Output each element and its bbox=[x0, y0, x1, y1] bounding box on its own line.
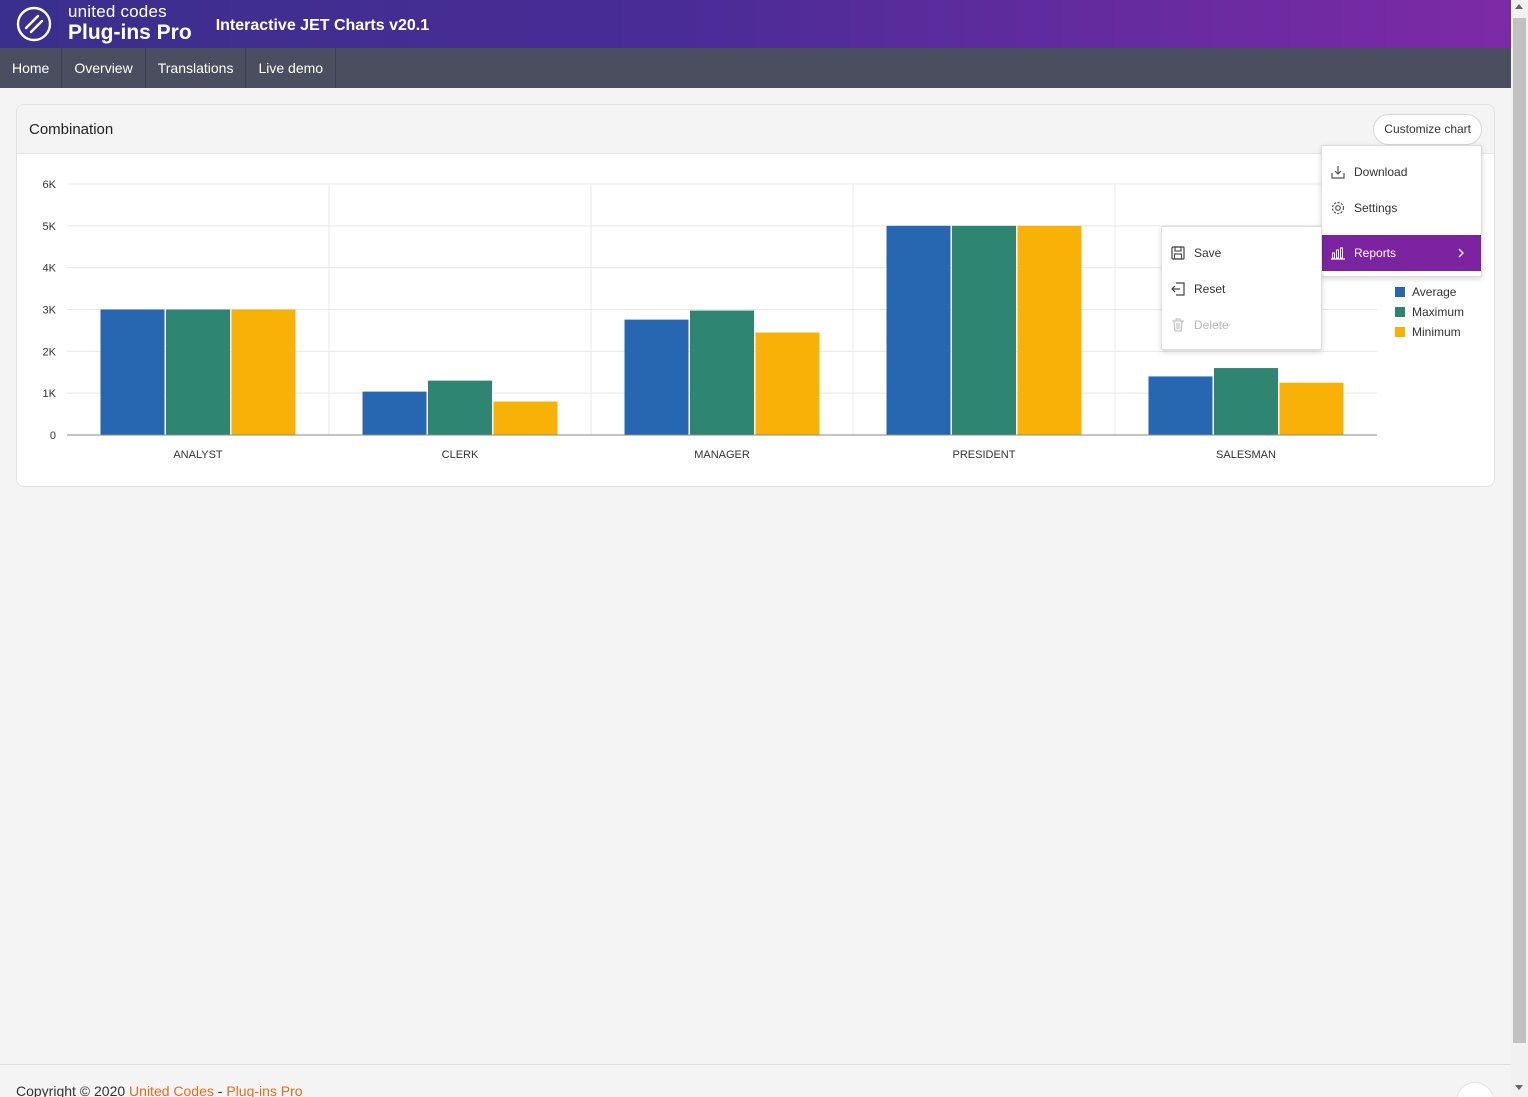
footer-separator: - bbox=[213, 1083, 227, 1097]
gear-icon bbox=[1331, 201, 1345, 215]
bar-maximum bbox=[690, 310, 754, 435]
bar-minimum bbox=[1017, 225, 1082, 435]
x-tick-label: SALESMAN bbox=[1216, 449, 1276, 461]
bar-maximum bbox=[1214, 368, 1278, 435]
submenu-item-label: Save bbox=[1194, 246, 1222, 260]
y-tick-label: 4K bbox=[43, 263, 57, 275]
legend-label: Average bbox=[1412, 285, 1457, 299]
bar-maximum bbox=[428, 380, 492, 435]
submenu-item-label: Reset bbox=[1194, 282, 1226, 296]
brand[interactable]: united codes Plug-ins Pro bbox=[68, 2, 192, 44]
menu-item-settings[interactable]: Settings bbox=[1322, 190, 1481, 226]
app-header: united codes Plug-ins Pro Interactive JE… bbox=[0, 0, 1511, 48]
nav-translations[interactable]: Translations bbox=[146, 48, 247, 88]
legend-label: Minimum bbox=[1412, 325, 1461, 339]
y-tick-label: 5K bbox=[43, 221, 57, 233]
united-codes-logo-icon[interactable] bbox=[16, 6, 52, 42]
menu-item-download[interactable]: Download bbox=[1322, 154, 1481, 190]
submenu-item-save[interactable]: Save bbox=[1162, 235, 1321, 271]
y-tick-label: 6K bbox=[43, 179, 57, 191]
legend-item-minimum[interactable]: Minimum bbox=[1395, 325, 1461, 339]
legend-swatch bbox=[1395, 307, 1405, 317]
legend-item-average[interactable]: Average bbox=[1395, 285, 1456, 299]
bar-maximum bbox=[166, 309, 230, 435]
chevron-right-icon bbox=[1458, 248, 1464, 258]
nav-home[interactable]: Home bbox=[0, 48, 63, 88]
scroll-up-icon[interactable] bbox=[1515, 4, 1523, 9]
nav-live-demo[interactable]: Live demo bbox=[246, 48, 337, 88]
x-tick-label: ANALYST bbox=[173, 449, 223, 461]
united-codes-link[interactable]: United Codes bbox=[129, 1083, 214, 1097]
submenu-item-label: Delete bbox=[1194, 318, 1229, 332]
menu-item-label: Download bbox=[1354, 165, 1408, 179]
y-tick-label: 2K bbox=[43, 346, 57, 358]
brand-small: united codes bbox=[68, 2, 167, 21]
bar-minimum bbox=[493, 401, 558, 435]
bar-minimum bbox=[1279, 382, 1344, 435]
bar-maximum bbox=[952, 225, 1016, 435]
reports-submenu: Save Reset Delete bbox=[1161, 226, 1322, 350]
scrollbar-thumb[interactable] bbox=[1513, 18, 1526, 1043]
trash-icon bbox=[1172, 318, 1184, 332]
bar-chart-icon bbox=[1331, 247, 1345, 260]
bar-minimum bbox=[755, 332, 820, 435]
x-tick-label: PRESIDENT bbox=[953, 449, 1016, 461]
y-tick-label: 3K bbox=[43, 305, 57, 317]
bar-average bbox=[624, 319, 689, 435]
submenu-item-delete[interactable]: Delete bbox=[1162, 307, 1321, 343]
bar-average bbox=[1148, 376, 1213, 435]
y-tick-label: 0 bbox=[50, 430, 56, 442]
download-icon bbox=[1331, 166, 1345, 179]
combination-chart: 0 1K 2K 3K 4K 5K 6K ANALYST CLERK MANAGER PRESIDEN… bbox=[43, 179, 1377, 461]
page-footer: Copyright © 2020 United Codes - Plug-ins… bbox=[0, 1064, 1511, 1097]
customize-chart-button[interactable]: Customize chart bbox=[1373, 114, 1482, 145]
legend-swatch bbox=[1395, 327, 1405, 337]
submenu-item-reset[interactable]: Reset bbox=[1162, 271, 1321, 307]
card-title: Combination bbox=[29, 121, 114, 138]
plug-ins-pro-link[interactable]: Plug-ins Pro bbox=[226, 1083, 303, 1097]
brand-big: Plug-ins Pro bbox=[68, 21, 192, 44]
bar-average bbox=[886, 225, 951, 435]
save-icon bbox=[1171, 246, 1185, 260]
legend-label: Maximum bbox=[1412, 305, 1465, 319]
card-header: Combination Customize chart bbox=[17, 105, 1494, 154]
bar-average bbox=[100, 309, 165, 435]
legend-swatch bbox=[1395, 287, 1405, 297]
copyright-text: Copyright © 2020 United Codes - Plug-ins… bbox=[16, 1083, 303, 1097]
scroll-down-icon[interactable] bbox=[1515, 1085, 1523, 1090]
nav-overview[interactable]: Overview bbox=[62, 48, 146, 88]
bar-minimum bbox=[231, 309, 296, 435]
bar-average bbox=[362, 391, 427, 435]
x-tick-label: MANAGER bbox=[694, 449, 750, 461]
menu-item-label: Settings bbox=[1354, 201, 1398, 215]
customize-menu: Download Settings Reports bbox=[1321, 145, 1482, 277]
page-scrollbar[interactable] bbox=[1511, 0, 1528, 1097]
top-nav: Home Overview Translations Live demo bbox=[0, 48, 1511, 88]
copyright-prefix: Copyright © 2020 bbox=[16, 1083, 130, 1097]
x-tick-label: CLERK bbox=[442, 449, 479, 461]
reset-icon bbox=[1171, 282, 1185, 296]
menu-item-label: Reports bbox=[1354, 246, 1397, 260]
menu-item-reports[interactable]: Reports bbox=[1322, 235, 1481, 271]
y-tick-label: 1K bbox=[43, 388, 57, 400]
app-title: Interactive JET Charts v20.1 bbox=[215, 17, 430, 34]
legend-item-maximum[interactable]: Maximum bbox=[1395, 305, 1464, 319]
